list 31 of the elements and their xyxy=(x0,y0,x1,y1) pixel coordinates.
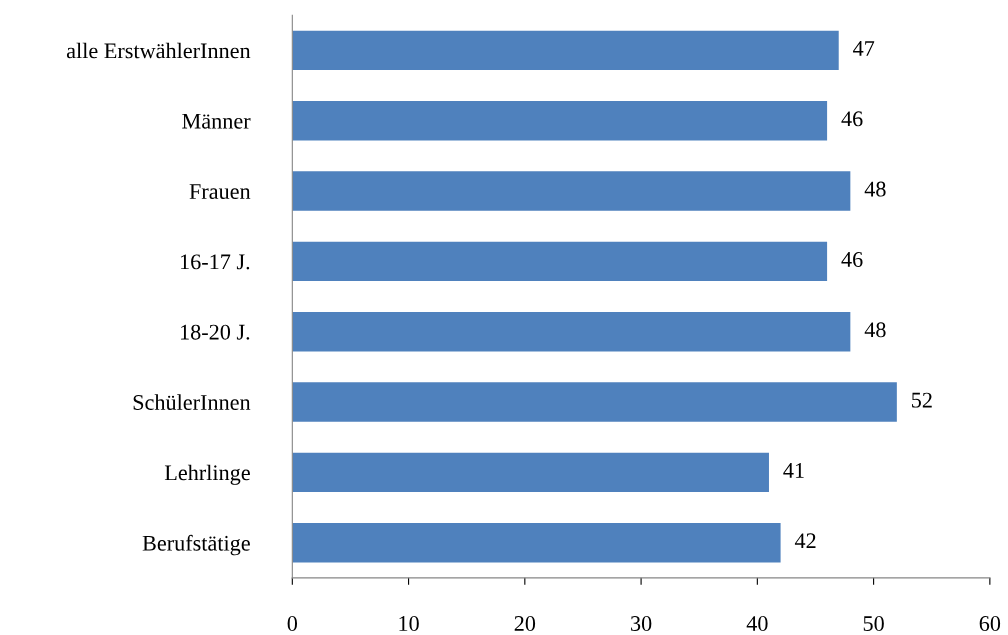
bar xyxy=(292,171,851,211)
bar xyxy=(292,312,851,352)
y-tick-label: 16-17 J. xyxy=(181,254,250,270)
data-label: 52 xyxy=(912,392,932,408)
data-label: 46 xyxy=(841,252,863,267)
data-label: 46 xyxy=(841,111,863,127)
x-tick-label: 20 xyxy=(514,615,536,631)
x-tick-label: 0 xyxy=(287,615,298,631)
y-tick-label: 18-20 J. xyxy=(181,324,250,340)
y-tick-label: Berufstätige xyxy=(142,534,250,556)
y-tick-label: alle ErstwählerInnen xyxy=(66,42,251,59)
data-label: 47 xyxy=(853,41,875,56)
x-tick-label: 60 xyxy=(979,615,1001,631)
y-tick-label: Männer xyxy=(182,113,251,129)
data-label: 42 xyxy=(794,533,816,549)
bar xyxy=(292,382,897,422)
y-tick-label: Frauen xyxy=(189,184,251,199)
bar xyxy=(292,101,828,141)
bar xyxy=(292,523,781,563)
bar xyxy=(292,30,839,71)
data-label: 41 xyxy=(783,463,804,478)
y-tick-label: SchülerInnen xyxy=(133,394,251,410)
x-tick-label: 10 xyxy=(399,615,419,631)
data-label: 48 xyxy=(864,181,886,197)
data-label: 48 xyxy=(864,322,886,338)
y-tick-label: Lehrlinge xyxy=(164,464,250,485)
bar xyxy=(292,241,828,282)
x-tick-label: 30 xyxy=(631,615,652,631)
x-tick-label: 50 xyxy=(863,615,884,631)
bar xyxy=(292,452,769,493)
x-tick-label: 40 xyxy=(746,615,768,631)
